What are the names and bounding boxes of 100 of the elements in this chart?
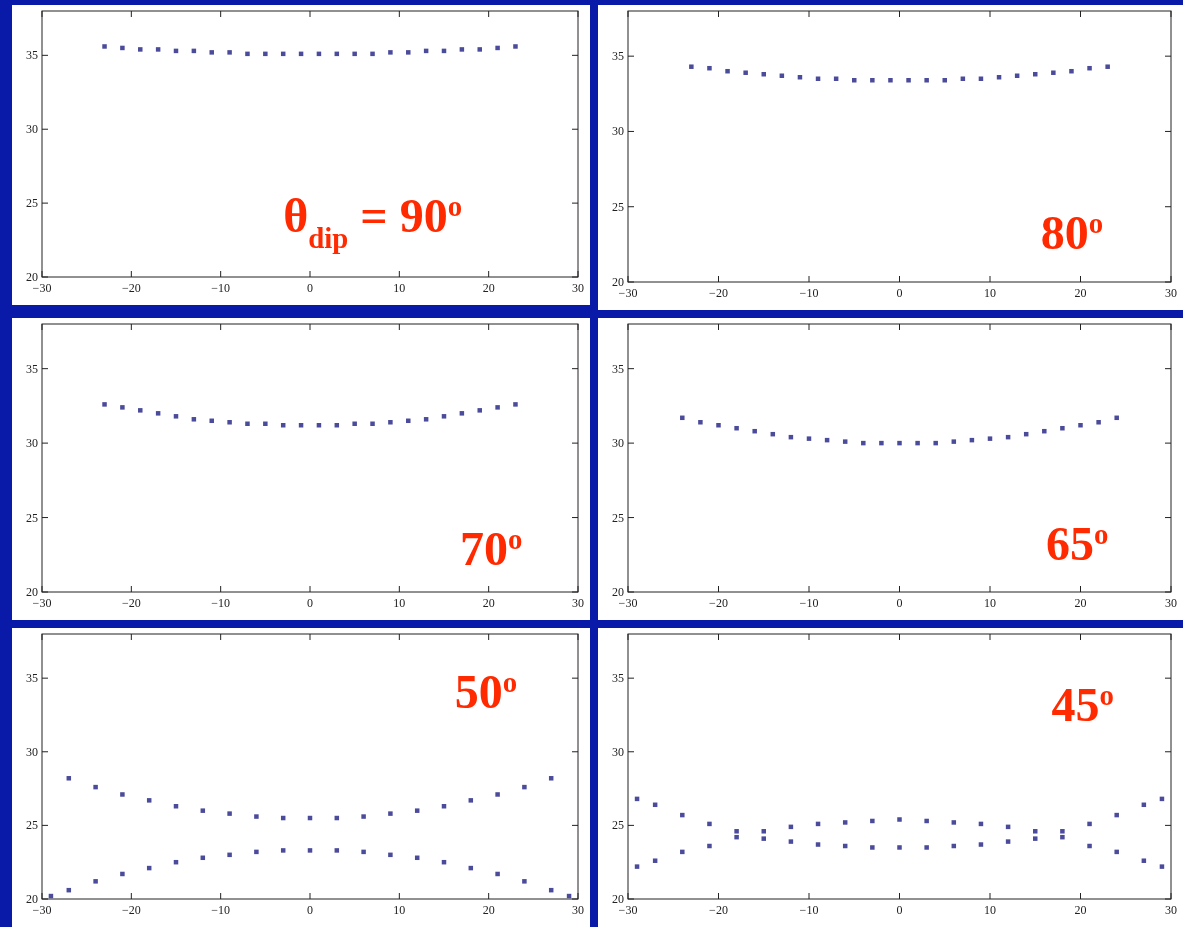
x-tick-label: −30 [32,281,52,295]
point [352,421,357,427]
point [209,50,214,55]
point [680,849,685,855]
x-tick-label: −20 [709,286,728,300]
point [155,411,161,416]
y-tick-label: 20 [26,270,38,284]
point [1078,422,1083,428]
point [924,818,929,824]
y-tick-label: 30 [26,122,38,137]
point [334,848,340,853]
point [1114,415,1119,421]
point [897,440,902,446]
point [146,798,152,803]
point [477,408,482,413]
point [1042,428,1047,434]
y-tick-label: 20 [612,585,624,599]
x-tick-label: 0 [896,286,903,300]
point [120,405,125,410]
annotation: 80$^{o}$ [1040,206,1104,260]
point [388,420,393,425]
y-tick-label: 20 [612,892,624,906]
point [734,834,739,840]
x-tick-label: −20 [709,903,728,917]
x-tick-label: −20 [121,596,141,610]
point [1141,858,1147,863]
x-tick-label: 10 [393,281,406,295]
point [120,871,125,877]
point [680,415,685,421]
point [406,50,411,55]
point [459,47,465,52]
point [173,414,179,419]
point [788,839,794,844]
point [879,440,884,446]
x-tick-label: 30 [572,596,584,610]
point [263,421,268,427]
point [806,436,812,441]
x-tick-label: 0 [307,281,313,295]
y-tick-label: 25 [612,510,624,525]
point [978,842,984,847]
x-tick-label: 10 [984,596,996,610]
point [388,811,393,816]
point [138,47,143,52]
point [477,47,482,52]
point [406,418,411,424]
point [815,842,821,847]
point [93,784,98,790]
point [1005,839,1011,844]
x-tick-label: 30 [572,903,584,917]
y-tick-label: 35 [612,361,624,376]
point [227,852,232,858]
x-tick-label: 20 [1074,596,1087,610]
point [120,792,125,797]
point [459,411,465,416]
y-tick-label: 20 [26,585,38,599]
point [707,821,712,827]
point [522,879,527,884]
point [915,440,920,446]
x-tick-label: 0 [896,596,903,610]
x-tick-label: −20 [121,281,141,295]
point [951,820,957,825]
point [1060,834,1065,840]
x-tick-label: 20 [482,596,495,610]
point [513,402,518,407]
point [388,50,393,55]
point [1033,836,1038,841]
point [1060,425,1065,431]
point [254,814,259,819]
point [495,792,500,797]
point [548,776,554,781]
point [227,811,232,816]
point [280,848,286,853]
point [254,849,259,855]
x-tick-label: 20 [482,281,495,295]
x-tick-label: 30 [1165,596,1177,610]
point [1159,864,1165,869]
point [66,776,72,781]
x-tick-label: −10 [211,596,231,610]
y-tick-label: 30 [26,436,38,451]
y-tick-label: 25 [612,818,624,833]
point [173,804,179,809]
y-tick-label: 30 [612,124,624,139]
y-tick-label: 25 [26,510,38,525]
annotation: θ$_{dip}$ = 90$^{o}$ [283,188,463,254]
point [361,814,366,819]
y-tick-label: 35 [26,361,38,376]
point [1033,829,1038,834]
point [352,51,357,57]
x-tick-label: 10 [393,903,406,917]
point [1114,849,1119,855]
point [861,440,866,446]
point [951,439,957,444]
point [761,829,766,834]
y-tick-label: 25 [612,199,624,214]
point [1096,420,1101,425]
x-tick-label: −10 [799,286,819,300]
point [680,812,685,818]
x-tick-label: −30 [32,596,52,610]
point [1087,821,1092,827]
point [441,804,447,809]
